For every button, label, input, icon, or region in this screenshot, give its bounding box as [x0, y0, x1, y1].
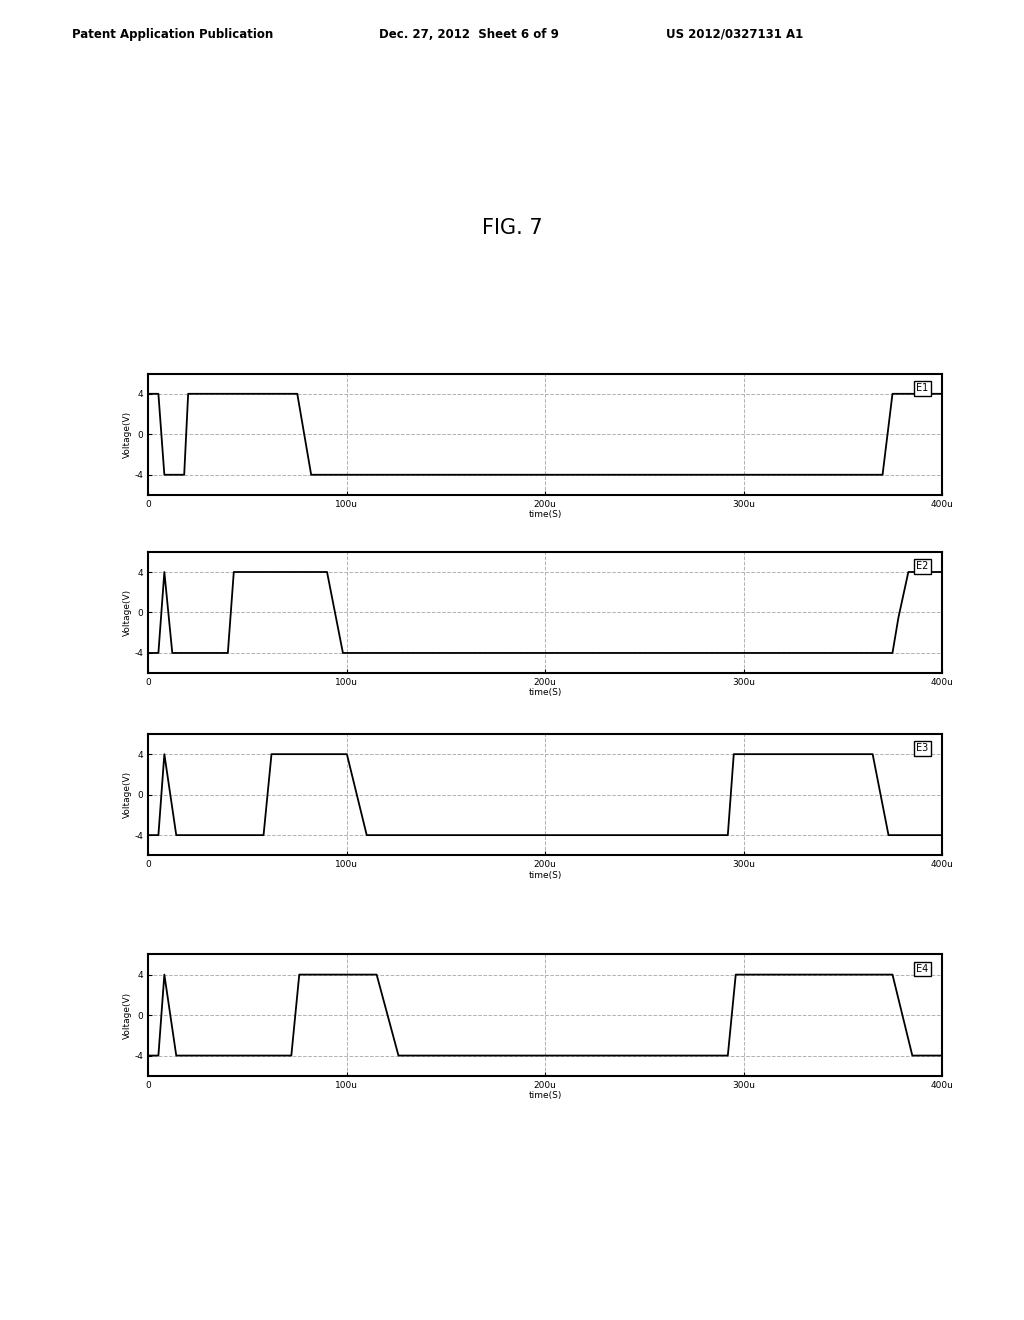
Text: US 2012/0327131 A1: US 2012/0327131 A1 — [666, 28, 803, 41]
Text: E2: E2 — [916, 561, 929, 572]
Text: Dec. 27, 2012  Sheet 6 of 9: Dec. 27, 2012 Sheet 6 of 9 — [379, 28, 559, 41]
X-axis label: time(S): time(S) — [528, 871, 562, 879]
Text: FIG. 7: FIG. 7 — [481, 218, 543, 238]
Y-axis label: Voltage(V): Voltage(V) — [123, 771, 132, 818]
X-axis label: time(S): time(S) — [528, 689, 562, 697]
Y-axis label: Voltage(V): Voltage(V) — [123, 411, 132, 458]
Y-axis label: Voltage(V): Voltage(V) — [123, 991, 132, 1039]
X-axis label: time(S): time(S) — [528, 1092, 562, 1100]
Text: E3: E3 — [916, 743, 929, 754]
Text: E1: E1 — [916, 383, 929, 393]
Y-axis label: Voltage(V): Voltage(V) — [123, 589, 132, 636]
X-axis label: time(S): time(S) — [528, 511, 562, 519]
Text: E4: E4 — [916, 964, 929, 974]
Text: Patent Application Publication: Patent Application Publication — [72, 28, 273, 41]
